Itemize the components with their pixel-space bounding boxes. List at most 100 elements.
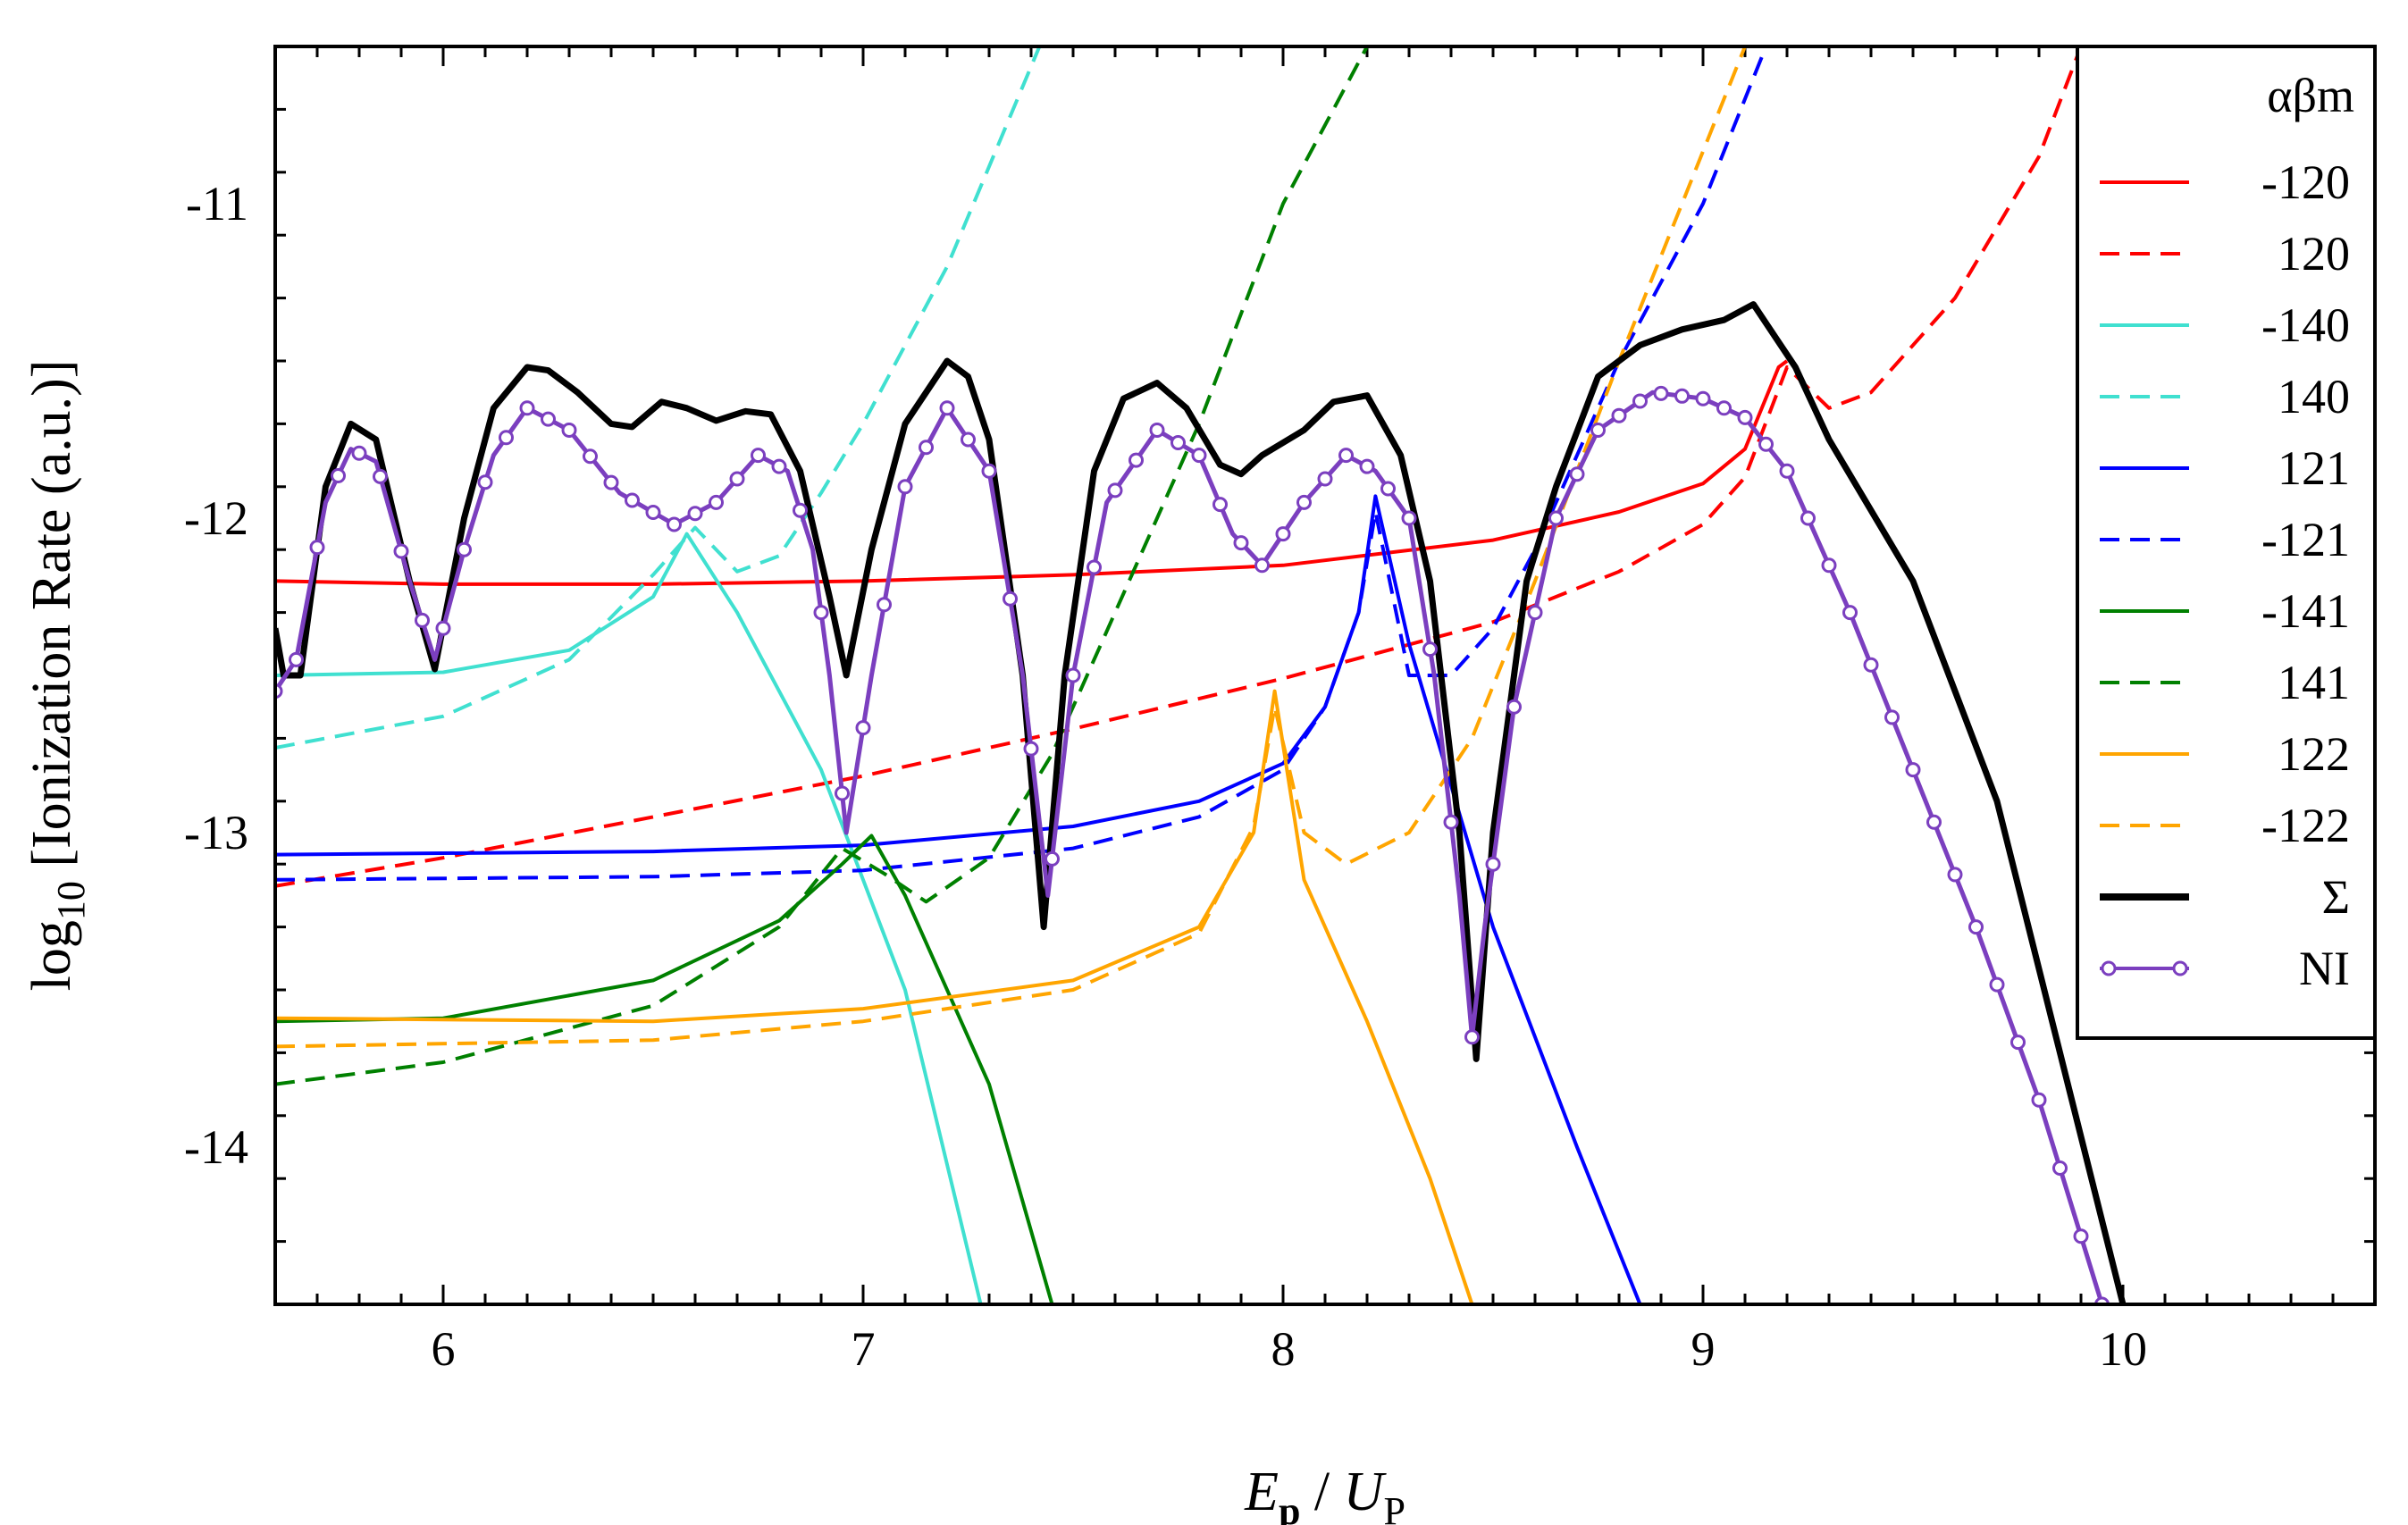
- series-ni-marker: [457, 541, 472, 557]
- series-ni-marker: [289, 651, 304, 667]
- x-tick-label: 7: [852, 1322, 876, 1376]
- series-ni-marker: [1569, 466, 1585, 482]
- legend-box: [2076, 45, 2377, 1040]
- y-tick-label: -12: [184, 491, 248, 545]
- series-ni-marker: [729, 471, 745, 487]
- series-ni-marker: [1087, 559, 1102, 575]
- series-ni-line: [275, 390, 2104, 1304]
- series-ni-marker: [351, 445, 367, 461]
- y-axis-title: log10 [Ionization Rate (a.u.)]: [21, 360, 93, 992]
- series-neg141-line: [275, 834, 1054, 1304]
- series-ni-marker: [1548, 510, 1564, 526]
- series-neg121-line: [275, 46, 1768, 882]
- series-ni-marker: [2052, 1160, 2068, 1176]
- series-ni-marker: [1758, 436, 1774, 452]
- series-120-line: [275, 46, 2083, 888]
- series-ni-marker: [1632, 393, 1648, 409]
- x-axis-title: Ep / UP: [1244, 1462, 1405, 1525]
- y-axis-title-prefix: log: [21, 920, 82, 991]
- legend-label-122: 122: [2278, 727, 2350, 781]
- series-ni-marker: [1926, 814, 1942, 830]
- series-ni-marker: [919, 440, 934, 456]
- series-ni-marker: [1317, 471, 1333, 487]
- x-axis-title-sep: /: [1300, 1462, 1343, 1522]
- series-ni-marker: [2031, 1092, 2047, 1108]
- series-ni-marker: [1338, 448, 1354, 464]
- series-ni-marker: [877, 597, 892, 613]
- series-ni-marker: [1149, 422, 1165, 438]
- series-ni-marker: [1884, 709, 1900, 725]
- series-ni-marker: [855, 720, 871, 736]
- series-ni-marker: [1464, 1029, 1480, 1045]
- series-ni-marker: [1401, 510, 1417, 526]
- series-ni-marker: [1716, 400, 1732, 416]
- legend-marker: [2101, 960, 2117, 976]
- series-ni-marker: [625, 492, 640, 508]
- series-ni-marker: [835, 785, 850, 801]
- series-ni-marker: [1107, 482, 1123, 499]
- series-ni-marker: [939, 400, 955, 416]
- series-ni-marker: [1023, 741, 1039, 757]
- series-ni-marker: [1695, 390, 1711, 406]
- series-ni-marker: [1212, 497, 1228, 513]
- series-ni-marker: [981, 463, 997, 479]
- legend-label-neg140: -140: [2261, 298, 2350, 352]
- series-neg140-line: [275, 532, 983, 1304]
- series-ni-marker: [667, 516, 682, 532]
- series-ni-marker: [1128, 452, 1144, 468]
- series-layer: [275, 46, 2127, 1304]
- series-ni-marker: [897, 479, 913, 495]
- series-ni-marker: [1380, 481, 1396, 497]
- x-axis-title-sub2: P: [1383, 1489, 1405, 1525]
- series-ni-marker: [1779, 463, 1795, 479]
- legend-title: αβm: [2267, 69, 2354, 122]
- series-ni-marker: [519, 400, 535, 416]
- series-ni-marker: [1737, 409, 1753, 425]
- series-ni-marker: [2073, 1228, 2089, 1244]
- tick-labels: 6 7 8 9 10 -14 -13 -12 -11: [184, 177, 2147, 1376]
- series-ni-marker: [373, 468, 388, 484]
- series-ni-marker: [561, 422, 577, 438]
- legend-label-neg120: -120: [2261, 155, 2350, 209]
- legend-label-140: 140: [2278, 370, 2350, 423]
- series-ni-marker: [1359, 458, 1375, 474]
- legend-label-ni: NI: [2299, 942, 2350, 995]
- legend-label-neg121: -121: [2261, 513, 2350, 566]
- series-ni-marker: [415, 612, 430, 628]
- legend-label-sigma: Σ: [2322, 870, 2350, 924]
- series-ni-marker: [709, 494, 724, 510]
- series-ni-marker: [1611, 407, 1627, 423]
- series-ni-marker: [1947, 867, 1963, 883]
- series-ni-marker: [1863, 657, 1879, 673]
- series-ni-marker: [331, 467, 346, 483]
- series-ni-marker: [751, 448, 766, 464]
- x-axis-title-main: E: [1244, 1462, 1279, 1522]
- series-140-line: [275, 46, 1042, 750]
- series-ni-marker: [1443, 814, 1459, 830]
- series-ni-marker: [645, 505, 661, 521]
- series-ni-marker: [499, 430, 514, 446]
- legend-label-121: 121: [2278, 441, 2350, 495]
- series-ni-marker: [1506, 699, 1522, 715]
- legend-label-120: 120: [2278, 227, 2350, 281]
- x-axis-title-main2: U: [1344, 1462, 1388, 1522]
- series-ni-marker: [1003, 591, 1018, 607]
- series-ni-marker: [1065, 667, 1081, 683]
- series-neg122-line: [275, 46, 1747, 1049]
- y-axis-title-sub: 10: [49, 881, 93, 920]
- series-ni-marker: [1296, 494, 1312, 510]
- legend: αβm -120 120 -140 140 121 -121 -141 141 122 -122 Σ…: [2076, 45, 2377, 1040]
- x-tick-label: 6: [432, 1322, 456, 1376]
- series-ni-marker: [1905, 762, 1921, 778]
- legend-label-141: 141: [2278, 656, 2350, 709]
- x-tick-label: 8: [1271, 1322, 1296, 1376]
- series-ni-marker: [1191, 448, 1207, 464]
- series-ni-marker: [1590, 422, 1606, 438]
- series-ni-marker: [309, 540, 325, 556]
- legend-marker: [2172, 960, 2188, 976]
- series-ni-marker: [793, 502, 808, 518]
- series-ni-marker: [2010, 1035, 2026, 1051]
- plot-frame: [273, 45, 2377, 1306]
- series-ni-marker: [1233, 535, 1249, 551]
